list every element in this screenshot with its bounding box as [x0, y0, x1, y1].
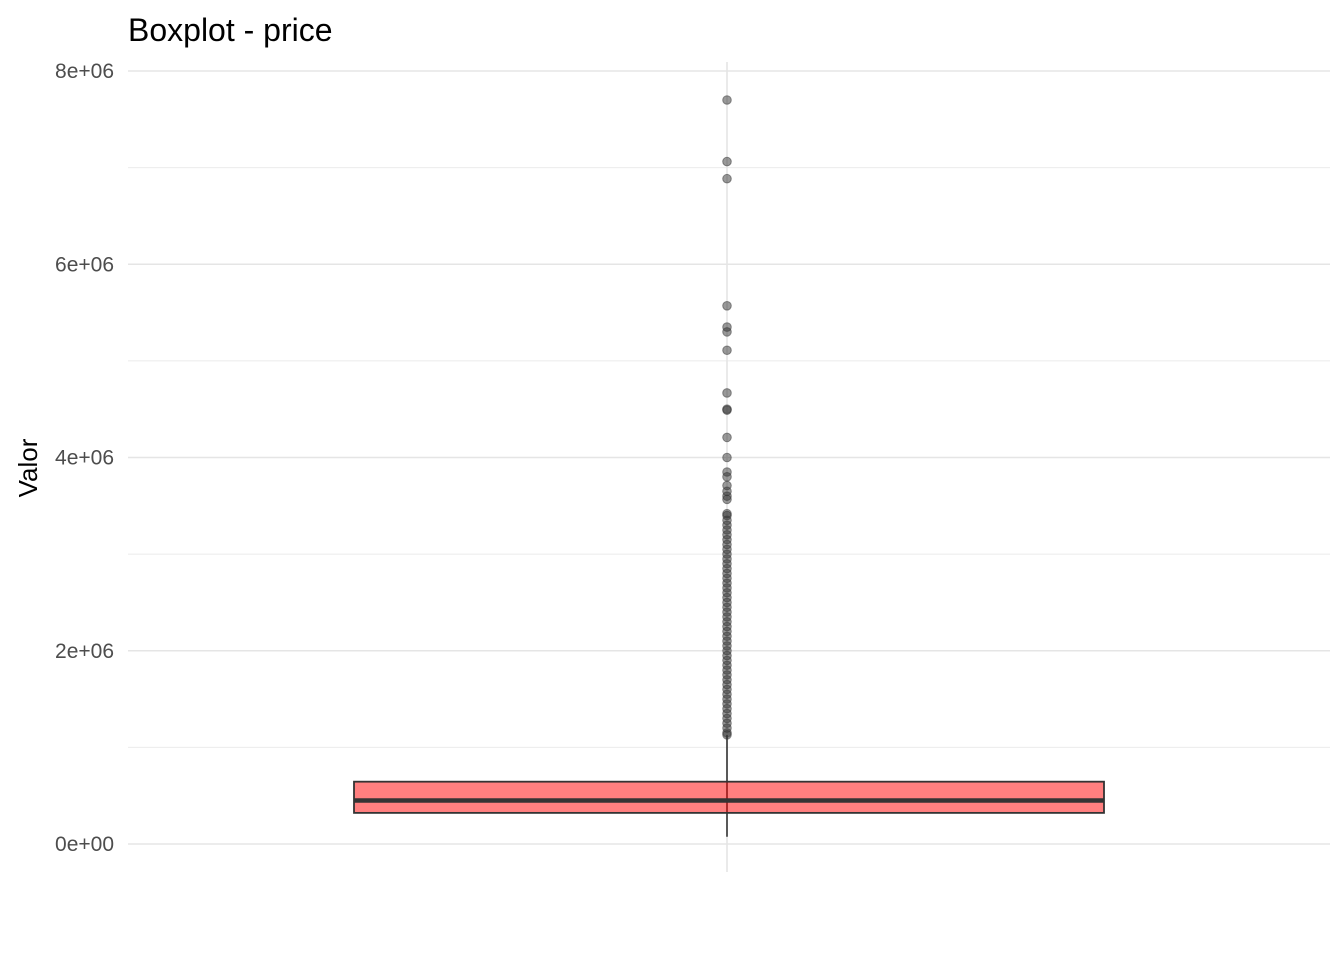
- chart-title: Boxplot - price: [128, 12, 333, 48]
- y-axis-label: Valor: [13, 438, 43, 497]
- y-tick-label: 2e+06: [55, 640, 114, 663]
- y-axis-ticks: 0e+00 2e+06 4e+06 6e+06 8e+06: [55, 60, 114, 856]
- y-tick-label: 0e+00: [55, 833, 114, 856]
- box-iqr: [353, 780, 1105, 814]
- outlier-point: [722, 327, 732, 337]
- outlier-point: [722, 95, 732, 105]
- outlier-point: [722, 300, 732, 311]
- outlier-point: [722, 173, 732, 184]
- outlier-point: [722, 472, 732, 482]
- outlier-point: [722, 345, 732, 356]
- outlier-point: [722, 156, 732, 167]
- y-tick-label: 8e+06: [55, 60, 114, 83]
- y-tick-label: 4e+06: [55, 447, 114, 470]
- outlier-point: [722, 494, 732, 505]
- outlier-point: [722, 432, 732, 443]
- outlier-point: [722, 388, 732, 398]
- outlier-point: [722, 452, 732, 463]
- plot-area: [353, 95, 1105, 837]
- y-tick-label: 6e+06: [55, 253, 114, 276]
- outlier-point: [722, 405, 732, 415]
- grid-lines: [128, 62, 1330, 872]
- outlier-point: [722, 730, 732, 740]
